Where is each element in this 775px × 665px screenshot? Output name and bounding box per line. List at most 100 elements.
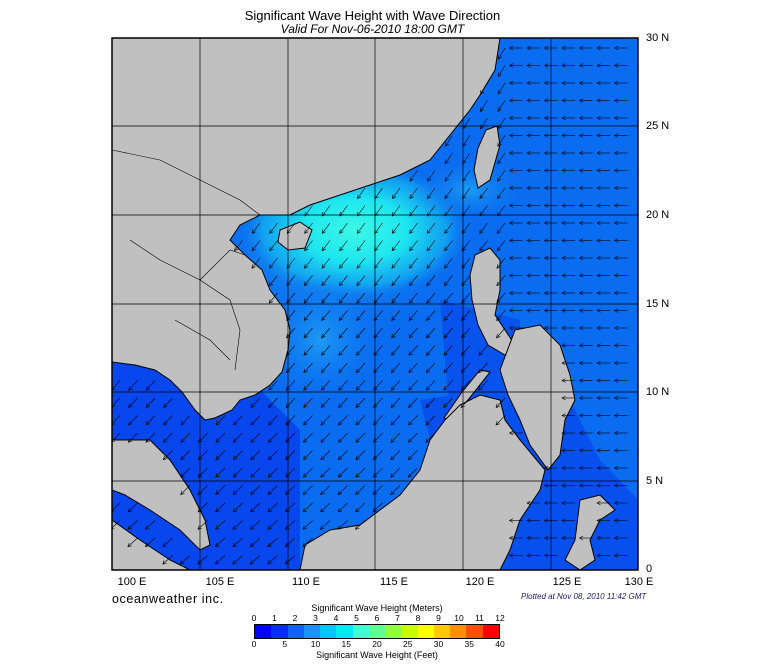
wave-arrow-head [337,455,343,461]
wave-arrow [286,380,296,391]
wave-arrow-head [495,403,501,408]
wave-arrow-head [508,220,514,226]
wave-arrow-head [613,343,619,348]
wave-arrow [180,555,191,565]
wave-arrow [267,537,278,547]
legend-swatch [401,625,418,638]
wave-arrow-head [162,560,167,565]
wave-arrow [303,362,313,373]
wave-arrow [479,240,488,251]
wave-arrow-head [214,560,220,565]
legend-tick: 0 [251,613,257,623]
wave-arrow [285,555,296,565]
wave-arrow-head [215,438,220,443]
wave-arrow-head [543,290,549,296]
wave-arrow-head [596,185,601,191]
wave-arrow [321,292,331,304]
wave-arrow-head [357,194,362,200]
wave-arrow-head [543,133,549,138]
legend-tick: 35 [464,639,474,649]
wave-arrow-head [337,490,343,495]
wave-arrow-head [578,465,584,471]
wave-arrow [391,292,401,304]
wave-arrow [462,205,471,217]
legend-swatch [482,625,499,638]
wave-arrow [374,187,383,199]
legend-tick: 2 [292,613,298,623]
wave-arrow-head [596,238,601,243]
wave-arrow [163,432,173,443]
wave-arrow [269,240,278,251]
land-sumatra [112,519,191,570]
wave-arrow [444,222,453,234]
wave-arrow-head [355,368,361,374]
wave-arrow-head [408,351,413,356]
legend-tick: 1 [272,613,277,623]
wave-arrow [321,380,331,391]
wave-arrow [497,117,506,130]
wave-arrow [302,520,313,530]
wave-arrow-head [338,386,343,391]
legend-swatch [433,625,451,638]
wave-arrow-head [443,351,448,356]
map-subtitle: Valid For Nov-06-2010 18:00 GMT [280,22,465,36]
wave-arrow [409,275,418,286]
wave-arrow-head [337,473,343,478]
wave-arrow-head [391,281,396,287]
wave-arrow [355,520,366,530]
wave-arrow-head [269,229,274,234]
wave-arrow [461,292,471,304]
wave-arrow [374,240,383,251]
wave-arrow-head [339,229,344,234]
wave-arrow-head [233,420,238,426]
wave-arrow-head [497,55,502,60]
wave-arrow-head [321,211,327,217]
wave-arrow [267,502,278,513]
wave-arrow-head [373,281,379,287]
wave-arrow [268,415,278,426]
wave-arrow [373,415,383,426]
wave-arrow-head [443,333,448,339]
wave-arrow-head [613,150,619,156]
wave-arrow-head [497,107,502,112]
wave-arrow [426,345,436,356]
wave-arrow-head [443,316,448,321]
wave-arrow-head [215,490,220,495]
wave-arrow-head [321,351,326,356]
wave-arrow-head [268,299,274,304]
wave-arrow-head [355,420,360,426]
wave-arrow-head [355,386,361,391]
wave-arrow-head [508,185,514,191]
wave-arrow-head [526,168,531,173]
wave-arrow-head [613,45,619,51]
wave-arrow-head [356,264,361,269]
wave-arrow-head [285,420,290,426]
wave-arrow-head [373,299,379,304]
wave-arrow [409,187,418,199]
wave-arrow-head [286,316,291,321]
wave-arrow [408,362,418,373]
wave-arrow-head [339,246,344,252]
wave-arrow-head [339,211,344,217]
legend-meters-title: Significant Wave Height (Meters) [311,603,443,613]
wave-arrow-head [250,420,255,426]
wave-arrow [285,485,296,495]
wave-arrow-head [144,542,150,548]
wave-arrow-head [561,185,566,191]
wave-arrow-head [444,264,449,269]
wave-arrow [338,467,348,478]
wave-arrow-head [496,281,501,287]
wave-arrow [390,485,401,495]
wave-arrow [286,345,296,356]
legend-feet-ticks: 0 5 10 15 20 25 30 35 40 [252,639,505,650]
wave-arrow [268,432,278,443]
wave-arrow [461,380,471,391]
wave-arrow [444,170,453,182]
wave-arrow-head [496,229,501,234]
wave-arrow-head [286,299,291,304]
wave-arrow-head [596,483,601,488]
wave-arrow-head [338,333,343,339]
wave-arrow [497,187,506,199]
wave-arrow [304,222,313,234]
wave-arrow [250,450,261,460]
